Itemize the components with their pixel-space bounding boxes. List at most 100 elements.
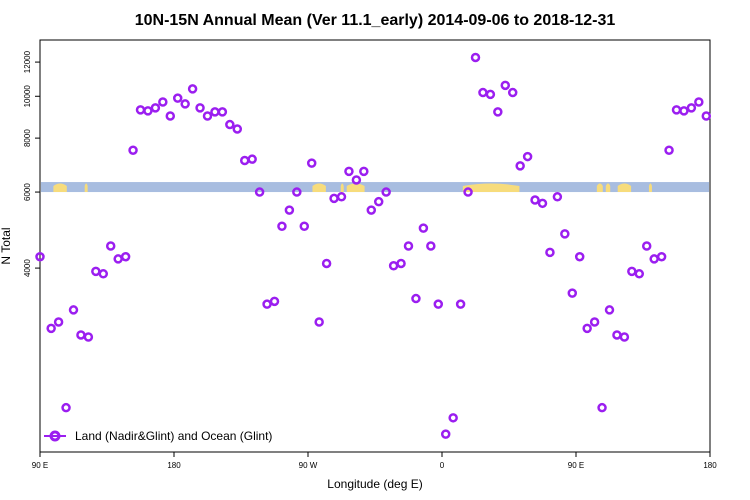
- data-point: [217, 107, 228, 117]
- data-point: [68, 305, 79, 315]
- legend-marker: [49, 430, 61, 442]
- data-point: [493, 107, 503, 117]
- data-point: [545, 247, 555, 258]
- data-point: [247, 154, 257, 164]
- data-point: [128, 145, 138, 155]
- x-tick-label: 90 W: [299, 461, 318, 470]
- data-point: [120, 251, 131, 262]
- y-tick-label: 6000: [23, 183, 32, 201]
- data-point: [597, 402, 607, 413]
- data-point: [165, 111, 176, 121]
- data-point: [306, 158, 317, 168]
- data-point: [284, 205, 295, 215]
- data-point: [686, 103, 697, 113]
- x-axis-label: Longitude (deg E): [327, 477, 422, 491]
- data-point: [113, 254, 123, 264]
- data-point: [530, 195, 540, 205]
- data-point: [135, 105, 146, 115]
- data-point: [351, 175, 362, 185]
- data-point: [329, 193, 339, 204]
- data-point: [172, 93, 183, 103]
- data-point: [269, 296, 280, 307]
- chart-title: 10N-15N Annual Mean (Ver 11.1_early) 201…: [135, 12, 616, 29]
- data-point: [46, 323, 56, 334]
- data-point: [515, 161, 525, 171]
- data-point: [76, 330, 86, 340]
- data-point: [373, 196, 384, 207]
- data-point: [634, 269, 645, 279]
- data-point: [619, 332, 630, 342]
- y-tick-label: 8000: [23, 129, 32, 147]
- data-point: [35, 251, 45, 262]
- data-point: [202, 111, 213, 121]
- data-point: [470, 52, 481, 63]
- data-point: [537, 198, 548, 209]
- data-point: [225, 119, 235, 130]
- data-point: [403, 241, 414, 251]
- land-patch: [605, 183, 611, 193]
- data-point: [105, 241, 116, 251]
- x-tick-label: 180: [167, 461, 181, 470]
- data-point: [61, 402, 71, 413]
- data-point: [649, 254, 659, 264]
- data-point: [388, 261, 399, 271]
- data-point: [560, 229, 570, 239]
- data-point: [366, 205, 377, 215]
- data-point: [336, 192, 347, 202]
- data-point: [314, 317, 324, 327]
- data-point: [262, 299, 272, 309]
- data-point: [485, 89, 496, 100]
- data-point: [239, 155, 250, 166]
- data-point: [344, 166, 354, 177]
- data-point: [641, 241, 652, 251]
- data-points: [35, 52, 712, 439]
- surface-band: [41, 182, 709, 193]
- data-point: [277, 221, 287, 231]
- land-patch: [84, 183, 88, 193]
- data-point: [83, 332, 94, 342]
- data-point: [455, 299, 466, 309]
- data-point: [440, 429, 451, 439]
- land-patch: [596, 183, 603, 193]
- data-point: [671, 105, 682, 115]
- x-axis: 90 E 180 90 W 0 90 E 180: [32, 452, 717, 470]
- data-point: [656, 251, 667, 262]
- data-point: [552, 192, 563, 202]
- plot-frame: [39, 39, 711, 453]
- data-point: [411, 293, 421, 304]
- x-tick-label: 90 E: [568, 461, 584, 470]
- x-tick-label: 180: [703, 461, 717, 470]
- y-tick-label: 12000: [23, 50, 32, 73]
- data-point: [292, 187, 302, 197]
- data-point: [396, 258, 406, 269]
- data-point: [694, 97, 704, 107]
- data-point: [158, 97, 168, 107]
- x-tick-label: 90 E: [32, 461, 48, 470]
- data-point: [604, 305, 615, 315]
- data-point: [91, 266, 101, 277]
- data-point: [507, 87, 518, 98]
- ocean-band: [41, 182, 709, 193]
- data-point: [359, 166, 369, 177]
- data-point: [612, 330, 622, 340]
- land-patch: [312, 183, 326, 193]
- data-point: [701, 111, 712, 121]
- legend: Land (Nadir&Glint) and Ocean (Glint): [44, 429, 272, 443]
- data-point: [574, 251, 585, 262]
- x-tick-label: 0: [440, 461, 445, 470]
- data-point: [426, 241, 436, 251]
- data-point: [53, 317, 64, 327]
- data-point: [321, 258, 332, 269]
- data-point: [478, 87, 488, 98]
- data-point: [187, 84, 198, 94]
- y-tick-label: 10000: [23, 85, 32, 108]
- data-point: [143, 106, 153, 116]
- data-point: [232, 124, 243, 134]
- land-patch: [53, 183, 67, 193]
- data-point: [567, 288, 578, 298]
- y-axis: 4000 6000 8000 10000 12000: [23, 50, 40, 277]
- data-point: [150, 103, 161, 113]
- land-patch: [346, 183, 365, 193]
- data-point: [299, 221, 310, 231]
